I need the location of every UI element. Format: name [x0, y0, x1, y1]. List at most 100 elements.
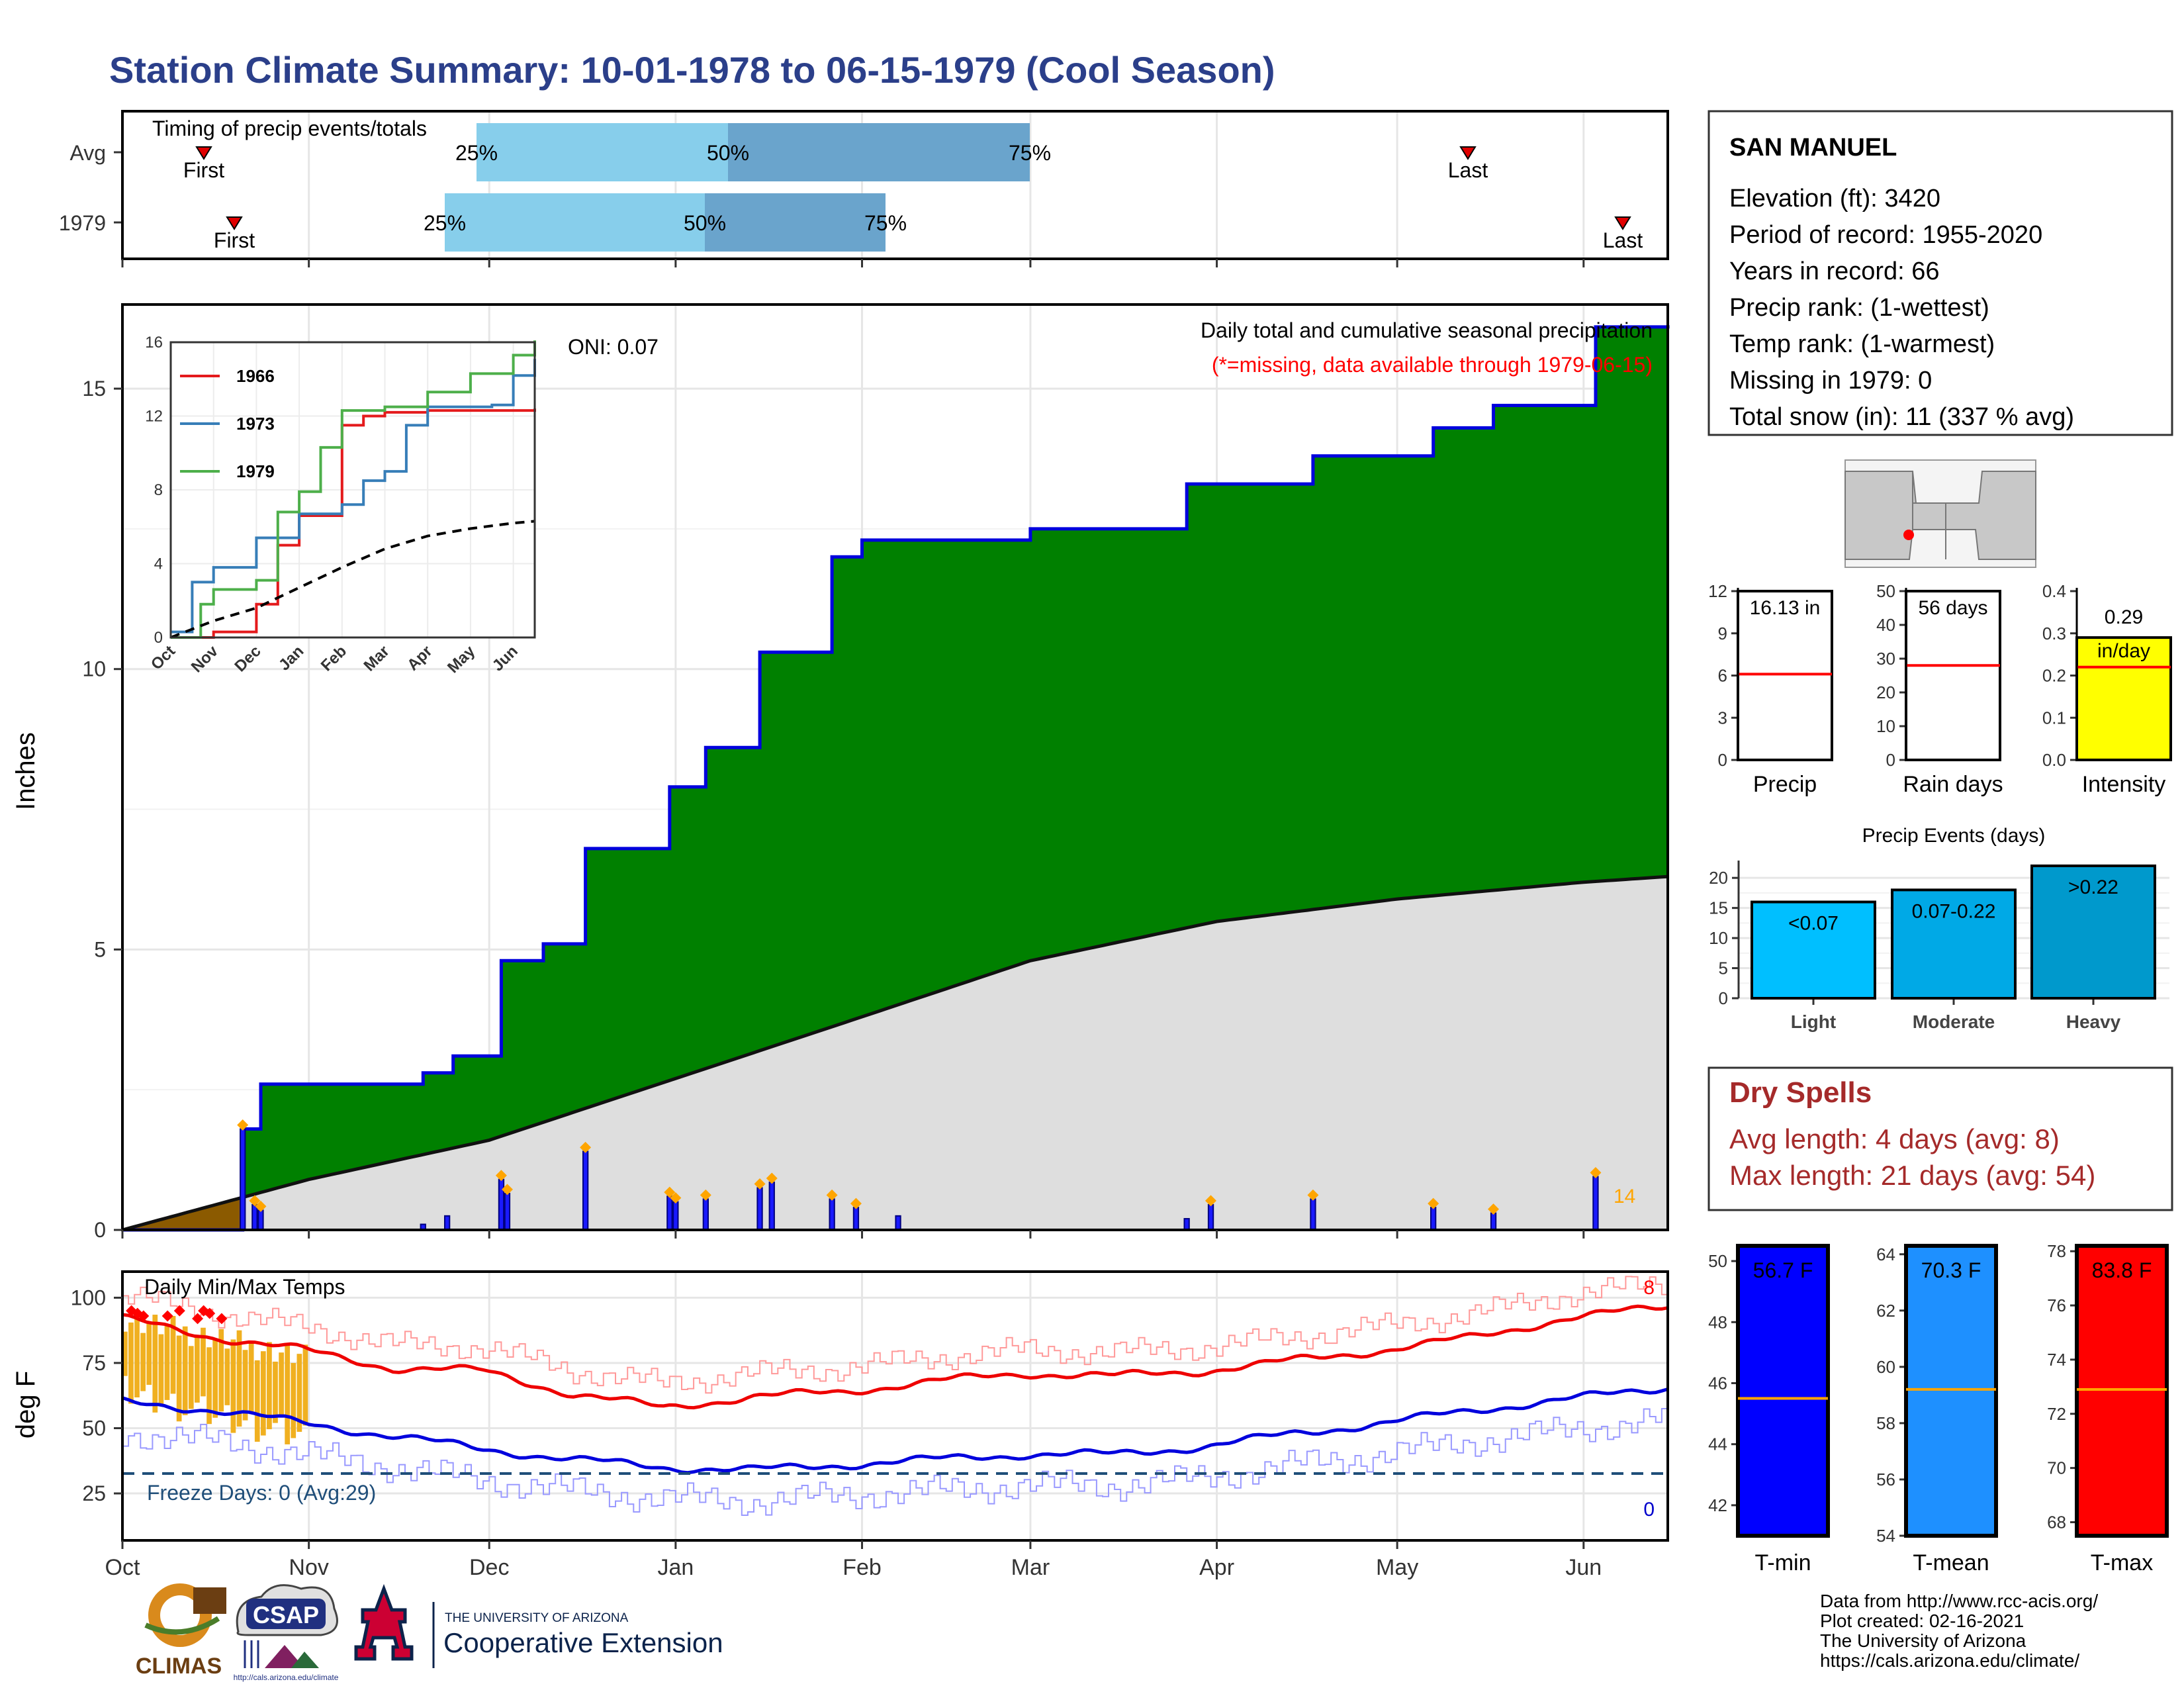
last-label-1979: Last — [1603, 228, 1643, 252]
max-count-label: 8 — [1643, 1277, 1655, 1299]
summary-bar-tick: 0.1 — [2042, 708, 2066, 727]
month-tick-nov: Nov — [289, 1555, 328, 1580]
inset-y-tick: 0 — [154, 629, 163, 647]
historical-temp-bars — [122, 1313, 308, 1444]
cumulative-precip-line — [122, 325, 1670, 1232]
footer-line-1: Data from http://www.rcc-acis.org/ — [1820, 1591, 2098, 1611]
temp-y-axis-label: deg F — [11, 1371, 40, 1438]
summary-bar-unit: in/day — [2097, 640, 2150, 662]
timing-row-avg-name: Avg — [69, 141, 106, 165]
summary-bar-tick: 6 — [1718, 666, 1727, 686]
daily-precip-bar — [1207, 1203, 1214, 1231]
temp-summary-value: 56.7 F — [1753, 1258, 1813, 1282]
heavy-count-label: 14 — [1614, 1186, 1635, 1207]
historical-range-bar — [195, 1336, 200, 1403]
timing-bar-1979-upper — [705, 193, 886, 252]
summary-bar-tick: 3 — [1718, 708, 1727, 727]
summary-bar-rain-days: 0 10 20 30 40 50 56 days Rain days — [1876, 581, 2003, 797]
p25-label-1979: 25% — [424, 211, 466, 235]
station-line-5: Temp rank: (1-warmest) — [1729, 330, 1995, 358]
temp-summary-label: T-min — [1755, 1550, 1811, 1575]
precip-panel: Daily total and cumulative seasonal prec… — [11, 303, 1670, 1242]
heavy-event-marker — [1307, 1189, 1319, 1201]
tmin-average-line — [122, 1387, 1668, 1475]
events-y-tick: 0 — [1719, 988, 1728, 1008]
station-info-box: SAN MANUEL Elevation (ft): 3420 Period o… — [1707, 110, 2173, 436]
historical-range-bar — [291, 1362, 296, 1438]
csap-text: CSAP — [253, 1601, 319, 1628]
station-location-dot — [1903, 530, 1914, 540]
precip-note-line2: (*=missing, data available through 1979-… — [1212, 353, 1653, 377]
precip-y-tick: 10 — [82, 657, 106, 681]
heavy-event-marker — [826, 1189, 838, 1201]
dry-spells-avg: Avg length: 4 days (avg: 8) — [1729, 1123, 2060, 1154]
heavy-event-marker — [495, 1170, 507, 1182]
tmax-average-line — [122, 1304, 1668, 1410]
events-bar-moderate — [1891, 888, 2017, 1000]
inset-y-tick: 16 — [145, 334, 163, 352]
month-tick-may: May — [1376, 1555, 1418, 1580]
temp-summary-tick: 72 — [2047, 1404, 2066, 1424]
temp-summary-value: 83.8 F — [2092, 1258, 2152, 1282]
historical-range-bar — [152, 1315, 158, 1413]
dry-spells-title: Dry Spells — [1729, 1076, 1872, 1109]
temp-summary-tick: 48 — [1708, 1312, 1727, 1332]
heavy-event-marker — [766, 1172, 778, 1184]
temp-summary-bars: 42 44 46 48 50 56.7 F T-min 54 56 58 60 62 64 70.3 F T… — [1708, 1241, 2169, 1575]
daily-precip-bar — [240, 1128, 246, 1231]
summary-bar-tick: 20 — [1876, 682, 1895, 702]
summary-bar-tick: 0.4 — [2042, 581, 2066, 601]
temp-summary-tick: 62 — [1876, 1301, 1895, 1321]
summary-bar-tick: 0.2 — [2042, 666, 2066, 686]
temp-y-tick: 75 — [82, 1351, 106, 1375]
timing-bar-avg-lower — [477, 123, 728, 181]
historical-range-bar — [128, 1322, 134, 1404]
temp-summary-tick: 44 — [1708, 1434, 1727, 1454]
summary-bar-precip: 0 3 6 9 12 16.13 in Precip — [1708, 581, 1833, 797]
historical-range-bar — [267, 1342, 272, 1430]
temp-summary-t-mean: 54 56 58 60 62 64 70.3 F T-mean — [1876, 1244, 1998, 1575]
daily-precip-bar — [1592, 1176, 1599, 1231]
heavy-event-marker — [700, 1189, 711, 1201]
temp-summary-label: T-max — [2091, 1550, 2153, 1575]
events-bar-text: 0.07-0.22 — [1912, 900, 1996, 922]
summary-bar-intensity: 0.0 0.1 0.2 0.3 0.4 0.29 in/day Intensity — [2042, 581, 2172, 797]
climas-logo: CLIMAS — [136, 1583, 226, 1679]
p25-label-avg: 25% — [455, 141, 498, 165]
last-marker-1979 — [1614, 216, 1631, 230]
month-tick-oct: Oct — [105, 1555, 140, 1580]
daily-precip-bars — [237, 1119, 1602, 1231]
temp-summary-value: 70.3 F — [1921, 1258, 1981, 1282]
precip-y-tick: 15 — [82, 377, 106, 400]
summary-bar-label: Rain days — [1903, 772, 2003, 797]
events-y-tick: 5 — [1719, 959, 1728, 978]
heavy-event-marker — [1205, 1195, 1216, 1207]
historical-range-bar — [302, 1344, 308, 1426]
temp-summary-tick: 76 — [2047, 1295, 2066, 1315]
precip-note-line1: Daily total and cumulative seasonal prec… — [1201, 318, 1653, 342]
temp-summary-fill — [1736, 1244, 1830, 1538]
historical-range-bar — [122, 1331, 128, 1376]
summary-bar-label: Intensity — [2082, 772, 2166, 797]
daily-precip-bar — [756, 1187, 763, 1231]
p75-label-avg: 75% — [1009, 141, 1051, 165]
month-tick-feb: Feb — [842, 1555, 882, 1580]
daily-precip-bar — [702, 1198, 709, 1231]
events-bar-text: >0.22 — [2068, 876, 2118, 898]
temp-summary-label: T-mean — [1913, 1550, 1989, 1575]
historical-range-bar — [134, 1313, 140, 1397]
summary-bar-tick: 40 — [1876, 615, 1895, 635]
precip-y-axis-label: Inches — [11, 732, 40, 810]
temp-summary-tick: 54 — [1876, 1526, 1895, 1546]
heavy-event-marker — [1428, 1197, 1439, 1209]
precip-events-chart: Precip Events (days) 0 5 10 15 20 <0.07 Light 0.… — [1709, 825, 2169, 1032]
historical-range-bar — [230, 1339, 236, 1433]
temp-y-tick: 100 — [71, 1286, 106, 1309]
summary-bar-tick: 0.0 — [2042, 750, 2066, 770]
footer-credits: Data from http://www.rcc-acis.org/ Plot … — [1820, 1591, 2098, 1671]
station-line-7: Total snow (in): 11 (337 % avg) — [1729, 403, 2074, 431]
timing-panel: Timing of precip events/totals Avg 1979 … — [59, 110, 1669, 267]
daily-precip-bar — [257, 1209, 264, 1231]
summary-bar-tick: 0 — [1718, 750, 1727, 770]
daily-precip-bar — [1490, 1212, 1497, 1231]
